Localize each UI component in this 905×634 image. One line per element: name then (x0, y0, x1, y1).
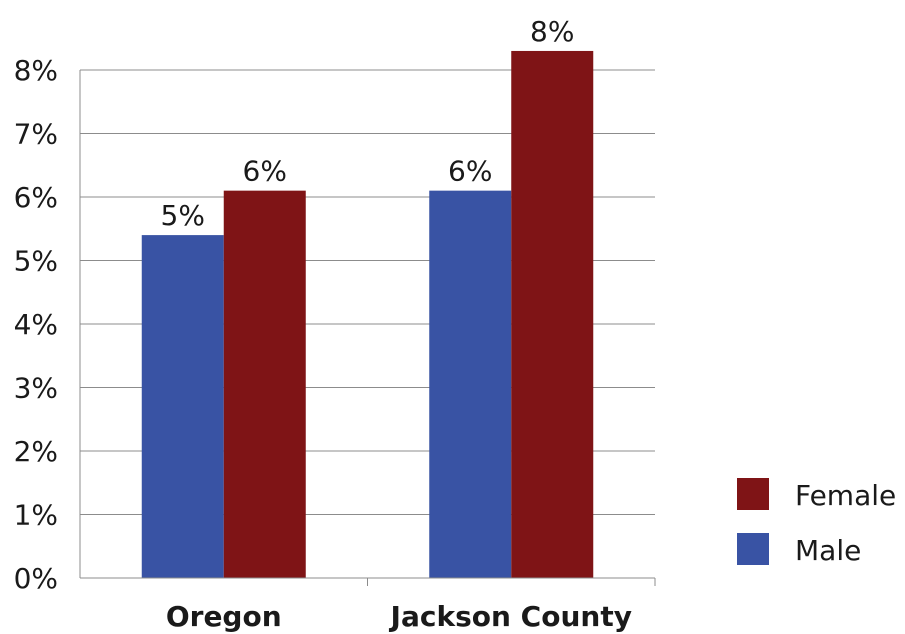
legend-label-male: Male (795, 534, 861, 567)
legend: Female Male (737, 478, 896, 567)
bar-male-0 (141, 235, 224, 578)
bar-female-0 (223, 190, 306, 578)
x-category-label: Jackson County (389, 600, 632, 633)
data-label: 5% (161, 199, 205, 232)
y-tick-label: 7% (14, 118, 58, 151)
data-label: 6% (243, 155, 287, 188)
y-tick-label: 4% (14, 308, 58, 341)
y-tick-label: 1% (14, 499, 58, 532)
data-labels: 5% 6% 6% 8% (161, 15, 575, 232)
y-tick-label: 3% (14, 372, 58, 405)
y-tick-label: 8% (14, 54, 58, 87)
y-tick-label: 0% (14, 562, 58, 595)
legend-swatch-female (737, 478, 769, 510)
x-category-label: Oregon (166, 600, 282, 633)
y-tick-label: 2% (14, 435, 58, 468)
data-label: 6% (448, 155, 492, 188)
y-tick-label: 6% (14, 181, 58, 214)
y-axis-ticks: 0% 1% 2% 3% 4% 5% 6% 7% 8% (14, 54, 58, 595)
y-tick-label: 5% (14, 245, 58, 278)
legend-label-female: Female (795, 479, 896, 512)
bar-male-1 (429, 190, 512, 578)
bars (141, 50, 594, 578)
legend-swatch-male (737, 533, 769, 565)
x-axis: Oregon Jackson County (79, 70, 656, 633)
data-label: 8% (530, 15, 574, 48)
bar-female-1 (511, 50, 594, 578)
